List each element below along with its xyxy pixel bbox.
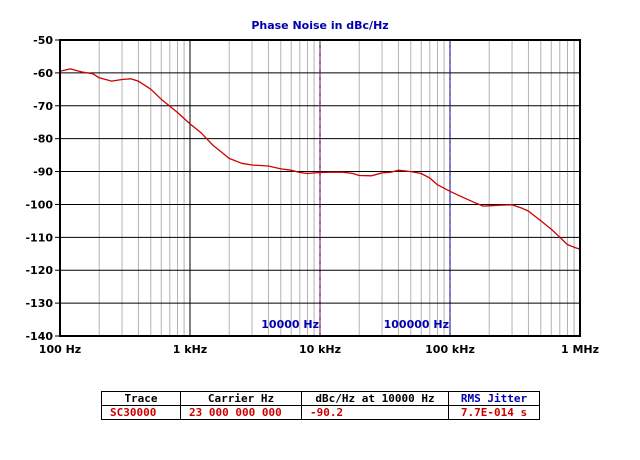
x-tick-label: 100 Hz <box>39 343 81 356</box>
y-tick-label: -110 <box>25 231 53 244</box>
trace-summary-table: Trace Carrier Hz dBc/Hz at 10000 Hz RMS … <box>101 391 540 420</box>
y-tick-label: -140 <box>25 330 53 343</box>
phase-noise-chart: Phase Noise in dBc/Hz 10000 Hz 100000 Hz … <box>25 19 599 356</box>
y-tick-label: -130 <box>25 297 53 310</box>
header-carrier: Carrier Hz <box>180 391 302 406</box>
header-trace: Trace <box>101 391 181 406</box>
x-tick-label: 1 kHz <box>173 343 207 356</box>
y-tick-label: -70 <box>33 100 53 113</box>
cell-jitter: 7.7E-014 s <box>448 405 540 420</box>
y-tick-label: -50 <box>33 34 53 47</box>
table-row: SC30000 23 000 000 000 -90.2 7.7E-014 s <box>101 405 540 420</box>
y-tick-label: -90 <box>33 166 53 179</box>
marker-label: 100000 Hz <box>384 318 449 331</box>
series-layer <box>59 68 581 250</box>
header-dbc-at-10khz: dBc/Hz at 10000 Hz <box>301 391 449 406</box>
chart-title: Phase Noise in dBc/Hz <box>251 19 388 32</box>
x-tick-label: 100 kHz <box>425 343 475 356</box>
series-line <box>59 68 581 250</box>
y-axis-tick-labels: -50 -60 -70 -80 -90 -100 -110 -120 -130 -140 <box>25 34 60 343</box>
x-tick-label: 10 kHz <box>299 343 341 356</box>
plot-frame <box>59 39 581 337</box>
table-header-row: Trace Carrier Hz dBc/Hz at 10000 Hz RMS … <box>101 391 540 406</box>
y-tick-label: -60 <box>33 67 53 80</box>
y-tick-label: -100 <box>25 198 53 211</box>
cell-dbc: -90.2 <box>301 405 449 420</box>
marker-layer: 10000 Hz 100000 Hz <box>261 40 451 336</box>
marker-label: 10000 Hz <box>261 318 319 331</box>
header-rms-jitter: RMS Jitter <box>448 391 540 406</box>
cell-trace: SC30000 <box>101 405 181 420</box>
x-axis-tick-labels: 100 Hz 1 kHz 10 kHz 100 kHz 1 MHz <box>39 343 599 356</box>
y-tick-label: -120 <box>25 264 53 277</box>
cell-carrier: 23 000 000 000 <box>180 405 302 420</box>
x-tick-label: 1 MHz <box>561 343 599 356</box>
y-tick-label: -80 <box>33 133 53 146</box>
